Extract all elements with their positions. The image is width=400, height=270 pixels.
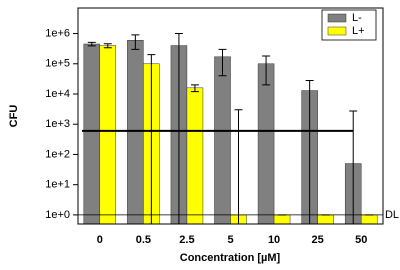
bar — [257, 63, 275, 225]
x-tick-label: 5 — [227, 234, 233, 246]
error-bar — [147, 54, 156, 224]
bar — [317, 214, 334, 225]
error-bar — [190, 84, 199, 93]
plot-frame — [77, 7, 384, 225]
y-tick-label: 1e+0 — [45, 209, 70, 221]
y-tick-label: 1e+4 — [45, 88, 70, 100]
x-tick-label: 10 — [268, 234, 280, 246]
y-tick-label: 1e+3 — [45, 118, 70, 130]
bar — [83, 43, 101, 225]
legend-swatch — [327, 13, 347, 23]
legend-swatch — [327, 26, 347, 36]
x-tick-label: 0 — [97, 234, 103, 246]
y-axis-title: CFU — [8, 105, 20, 128]
x-tick-label: 25 — [312, 234, 324, 246]
bar — [214, 56, 231, 225]
error-bar — [218, 48, 227, 77]
error-bar — [87, 41, 96, 47]
error-bar — [262, 55, 271, 86]
bar — [99, 45, 117, 225]
error-bar — [103, 43, 112, 49]
x-tick-label: 0.5 — [136, 234, 151, 246]
x-tick-label: 50 — [355, 234, 367, 246]
bar — [186, 87, 204, 225]
bar — [127, 39, 144, 225]
error-bar — [305, 79, 314, 224]
x-tick-label: 2.5 — [179, 234, 194, 246]
error-bar — [234, 109, 243, 224]
bar — [360, 214, 378, 225]
y-tick-label: 1e+5 — [45, 58, 70, 70]
y-tick-label: 1e+6 — [45, 27, 70, 39]
detection-limit-label: DL — [385, 209, 399, 221]
y-tick-label: 1e+2 — [45, 148, 70, 160]
x-axis-title: Concentration [µM] — [180, 252, 281, 264]
error-bar — [174, 33, 183, 224]
legend-label: L+ — [352, 25, 365, 37]
y-tick-label: 1e+1 — [45, 179, 70, 191]
error-bar — [349, 110, 358, 224]
error-bar — [131, 34, 140, 50]
bar — [273, 214, 291, 225]
legend-label: L- — [352, 12, 362, 24]
